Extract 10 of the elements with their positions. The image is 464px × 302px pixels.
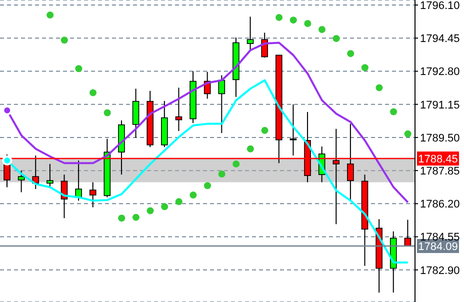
y-tick-label: 1796.10 xyxy=(420,0,460,12)
y-tick-label: 1789.50 xyxy=(420,132,460,144)
y-tick-label: 1794.45 xyxy=(420,33,460,46)
ref-line-label: 1784.09 xyxy=(418,241,458,254)
y-tick-label: 1782.90 xyxy=(420,264,460,277)
y-tick-label: 1786.20 xyxy=(420,198,460,211)
ref-line-label: 1788.45 xyxy=(418,154,458,166)
y-tick-label: 1791.15 xyxy=(420,99,460,112)
y-tick-label: 1792.80 xyxy=(420,66,460,78)
y-tick-label: 1787.85 xyxy=(420,165,460,178)
